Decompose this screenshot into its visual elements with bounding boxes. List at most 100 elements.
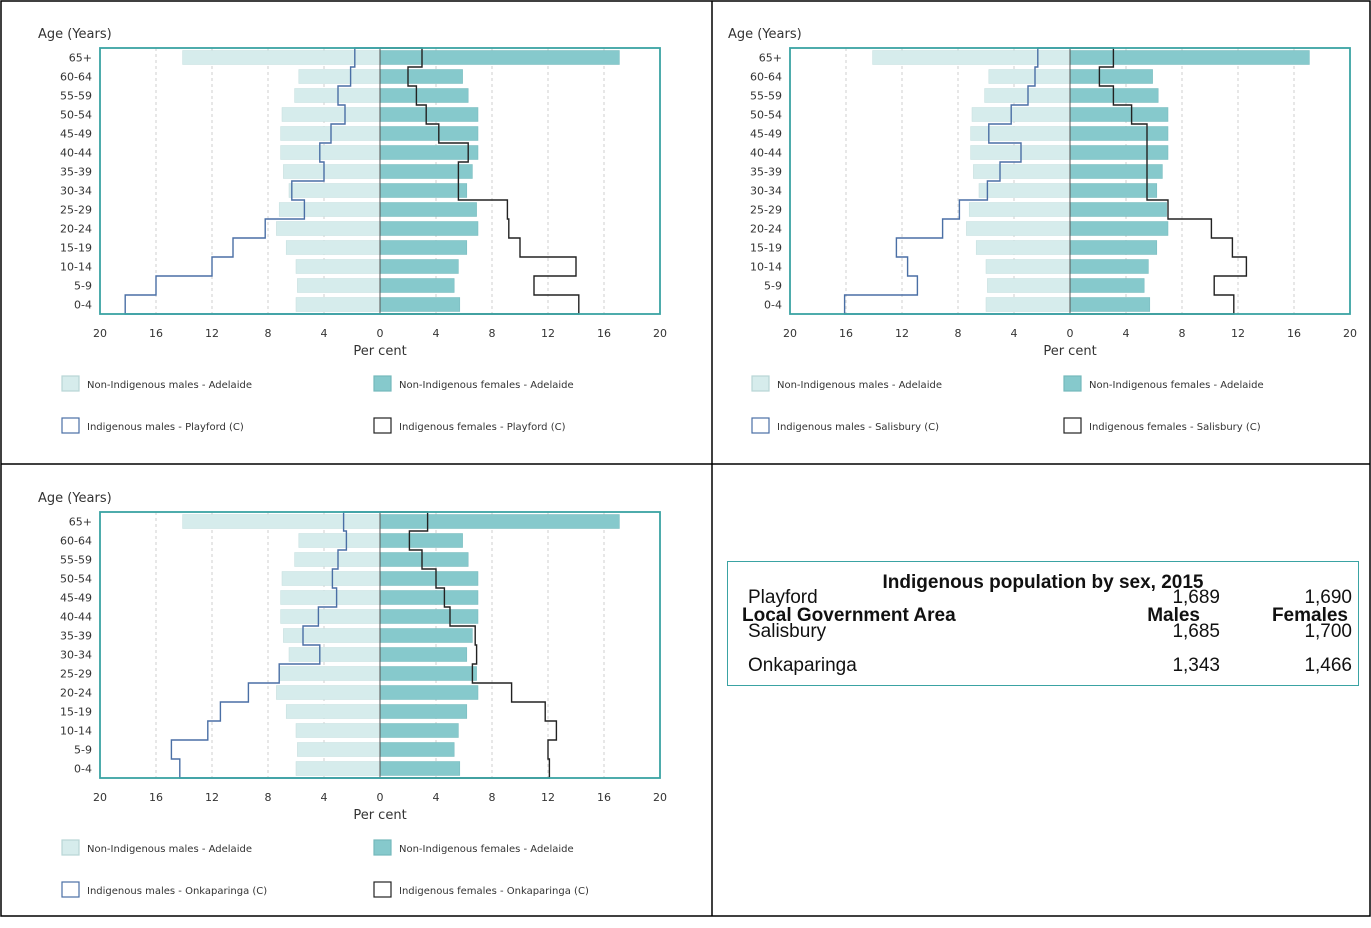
y-tick-label: 10-14 bbox=[60, 725, 92, 738]
pyramid-chart-playford: 65+60-6455-5950-5445-4940-4435-3930-3425… bbox=[38, 27, 667, 434]
x-tick-label: 12 bbox=[205, 791, 219, 804]
x-tick-label: 4 bbox=[321, 791, 328, 804]
y-tick-label: 0-4 bbox=[74, 299, 92, 312]
male-bar bbox=[297, 742, 381, 757]
x-axis-title: Per cent bbox=[1043, 344, 1096, 359]
y-axis-title: Age (Years) bbox=[728, 27, 802, 42]
male-bar bbox=[288, 183, 381, 198]
male-bar bbox=[278, 666, 381, 681]
indigenous-male-line bbox=[124, 47, 380, 315]
legend-swatch bbox=[373, 839, 392, 856]
x-tick-label: 16 bbox=[839, 327, 853, 340]
legend-label: Non-Indigenous females - Adelaide bbox=[1089, 380, 1264, 391]
table-cell-females: 1,466 bbox=[1304, 655, 1352, 676]
male-bar bbox=[295, 259, 381, 274]
legend-swatch bbox=[373, 375, 392, 392]
male-bar bbox=[968, 202, 1071, 217]
male-bar bbox=[973, 164, 1071, 179]
y-tick-label: 10-14 bbox=[60, 261, 92, 274]
table-cell-area: Playford bbox=[748, 587, 818, 608]
male-bar bbox=[985, 259, 1071, 274]
y-tick-label: 5-9 bbox=[74, 744, 92, 757]
x-tick-label: 20 bbox=[783, 327, 797, 340]
female-bar bbox=[1069, 126, 1169, 141]
y-tick-label: 0-4 bbox=[764, 299, 782, 312]
female-bar bbox=[379, 202, 477, 217]
plot-border bbox=[99, 47, 661, 315]
male-bar bbox=[966, 221, 1071, 236]
column-header-lga: Local Government Area bbox=[742, 605, 956, 626]
x-axis-title: Per cent bbox=[353, 808, 406, 823]
y-tick-label: 55-59 bbox=[60, 554, 92, 567]
y-tick-label: 65+ bbox=[69, 516, 92, 529]
y-tick-label: 45-49 bbox=[60, 128, 92, 141]
female-bar bbox=[379, 761, 461, 776]
legend-label: Indigenous males - Salisbury (C) bbox=[777, 422, 939, 433]
female-bar bbox=[379, 240, 468, 255]
female-bar bbox=[379, 50, 620, 65]
y-tick-label: 15-19 bbox=[750, 242, 782, 255]
y-tick-label: 40-44 bbox=[60, 147, 92, 160]
table-row-playford: Playford 1,689 1,690 bbox=[728, 587, 1358, 621]
male-bar bbox=[285, 704, 381, 719]
y-tick-label: 20-24 bbox=[750, 223, 782, 236]
x-tick-label: 4 bbox=[433, 791, 440, 804]
legend-label: Non-Indigenous males - Adelaide bbox=[87, 380, 252, 391]
male-bar bbox=[978, 183, 1071, 198]
female-bar bbox=[1069, 240, 1158, 255]
table-cell-males: 1,685 bbox=[1172, 621, 1220, 642]
male-bar bbox=[182, 514, 381, 529]
x-tick-label: 4 bbox=[1011, 327, 1018, 340]
x-tick-label: 0 bbox=[377, 327, 384, 340]
y-tick-label: 65+ bbox=[69, 52, 92, 65]
x-tick-label: 16 bbox=[597, 791, 611, 804]
column-header-females: Females bbox=[1271, 605, 1348, 626]
female-bar bbox=[379, 742, 455, 757]
legend-swatch bbox=[61, 375, 80, 392]
y-tick-label: 10-14 bbox=[750, 261, 782, 274]
male-bar bbox=[281, 107, 381, 122]
male-bar bbox=[283, 164, 381, 179]
x-tick-label: 20 bbox=[93, 327, 107, 340]
legend-label: Indigenous males - Onkaparinga (C) bbox=[87, 886, 267, 897]
y-tick-label: 60-64 bbox=[60, 535, 92, 548]
male-bar bbox=[295, 297, 381, 312]
male-bar bbox=[182, 50, 381, 65]
legend-label: Indigenous females - Salisbury (C) bbox=[1089, 422, 1261, 433]
x-tick-label: 20 bbox=[653, 327, 667, 340]
female-bar bbox=[379, 221, 479, 236]
male-bar bbox=[281, 571, 381, 586]
legend-swatch bbox=[61, 881, 80, 898]
male-bar bbox=[298, 69, 381, 84]
male-bar bbox=[278, 202, 381, 217]
male-bar bbox=[988, 69, 1071, 84]
y-tick-label: 45-49 bbox=[60, 592, 92, 605]
y-tick-label: 60-64 bbox=[750, 71, 782, 84]
y-tick-label: 20-24 bbox=[60, 687, 92, 700]
female-bar bbox=[379, 297, 461, 312]
male-bar bbox=[276, 221, 381, 236]
x-tick-label: 16 bbox=[149, 791, 163, 804]
male-bar bbox=[295, 723, 381, 738]
female-bar bbox=[1069, 259, 1149, 274]
x-tick-label: 12 bbox=[1231, 327, 1245, 340]
female-bar bbox=[1069, 297, 1151, 312]
female-bar bbox=[379, 514, 620, 529]
female-bar bbox=[379, 590, 479, 605]
x-tick-label: 12 bbox=[541, 327, 555, 340]
y-tick-label: 5-9 bbox=[74, 280, 92, 293]
table-cell-males: 1,689 bbox=[1172, 587, 1220, 608]
female-bar bbox=[379, 552, 469, 567]
female-bar bbox=[379, 609, 479, 624]
female-bar bbox=[379, 126, 479, 141]
female-bar bbox=[1069, 202, 1167, 217]
x-tick-label: 12 bbox=[205, 327, 219, 340]
y-tick-label: 45-49 bbox=[750, 128, 782, 141]
female-bar bbox=[379, 278, 455, 293]
x-tick-label: 8 bbox=[1179, 327, 1186, 340]
female-bar bbox=[379, 628, 473, 643]
plot-border bbox=[789, 47, 1351, 315]
x-tick-label: 4 bbox=[433, 327, 440, 340]
female-bar bbox=[1069, 221, 1169, 236]
table-cell-males: 1,343 bbox=[1172, 655, 1220, 676]
